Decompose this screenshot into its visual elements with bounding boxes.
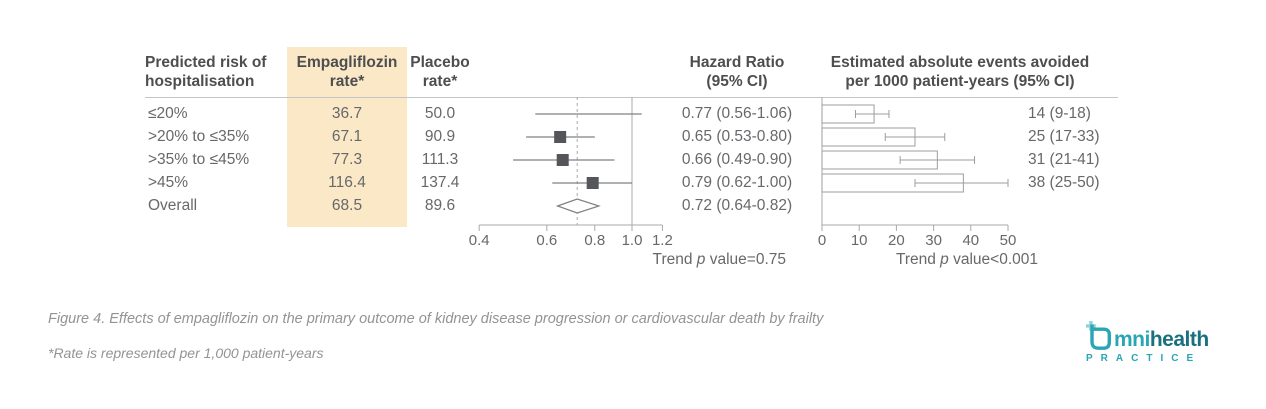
trend-prefix: Trend [895,251,941,268]
hazard-ratio-value: 0.65 (0.53-0.80) [681,128,793,145]
risk-label: >45% [148,174,189,191]
hazard-ratio-value: 0.79 (0.62-1.00) [681,174,793,191]
omnihealth-bubble-plus-icon [1086,321,1111,350]
placebo-rate-value: 137.4 [420,174,460,191]
column-header-hazard-ratio: Hazard Ratio (95% CI) [657,53,817,91]
placebo-rate-value: 111.3 [421,151,459,168]
column-header-events-avoided: Estimated absolute events avoided per 10… [812,53,1108,91]
column-header-risk-line2: hospitalisation [145,73,255,90]
bar-axis-tick-label: 20 [888,232,905,249]
bar-axis-tick-label: 40 [962,232,979,249]
bar-chart-trend-p-value: Trend p value<0.001 [838,251,1038,269]
column-header-empagliflozin-line2: rate* [329,73,365,90]
hazard-ratio-forest-plot: 0.4 0.6 0.8 1.0 1.2 [469,97,673,249]
hazard-ratio-value: 0.66 (0.49-0.90) [681,151,793,168]
trend-p-italic: p [940,251,949,268]
trend-suffix: value<0.001 [948,251,1038,268]
placebo-rate-value: 89.6 [424,197,456,214]
logo-text-omni: mni [1114,328,1150,351]
risk-label: Overall [148,197,198,214]
logo-wordmark: mni health [1086,321,1226,350]
hazard-ratio-square-marker [554,131,567,143]
column-header-risk-line1: Predicted risk of [145,54,267,71]
forest-axis-tick-label: 1.2 [652,232,673,249]
risk-label: >20% to ≤35% [148,128,250,145]
column-header-events-avoided-line2: per 1000 patient-years (95% CI) [845,73,1075,90]
empagliflozin-rate-value: 68.5 [331,197,363,214]
forest-axis-tick-label: 1.0 [622,232,643,249]
events-avoided-bar-chart: 0 10 20 30 40 50 [818,97,1017,249]
column-header-events-avoided-line1: Estimated absolute events avoided [830,54,1090,71]
column-header-hazard-ratio-line1: Hazard Ratio [689,54,785,71]
hazard-ratio-square-marker [586,177,599,189]
figure-caption: Figure 4. Effects of empagliflozin on th… [48,311,824,327]
empagliflozin-rate-value: 116.4 [328,174,366,191]
forest-axis-tick-label: 0.4 [469,232,490,249]
bar-axis-tick-label: 30 [925,232,942,249]
forest-axis-tick-label: 0.8 [584,232,605,249]
bar-axis-tick-label: 50 [1000,232,1017,249]
hazard-ratio-square-marker [556,154,569,166]
column-header-empagliflozin-line1: Empagliflozin [296,54,398,71]
events-avoided-value: 38 (25-50) [1028,174,1100,191]
bar-axis-tick-label: 0 [818,232,826,249]
bar-axis-tick-label: 10 [851,232,868,249]
empagliflozin-rate-value: 77.3 [331,151,363,168]
forest-axis-tick-label: 0.6 [536,232,557,249]
hazard-ratio-value: 0.72 (0.64-0.82) [681,197,793,214]
events-avoided-value: 14 (9-18) [1028,105,1091,122]
logo-text-health: health [1149,328,1209,351]
empagliflozin-rate-value: 36.7 [331,105,363,122]
risk-label: ≤20% [148,105,188,122]
hazard-ratio-value: 0.77 (0.56-1.06) [681,105,793,122]
rate-footnote: *Rate is represented per 1,000 patient-y… [48,345,324,361]
column-header-placebo-line2: rate* [422,73,458,90]
column-header-hazard-ratio-line2: (95% CI) [706,73,768,90]
forest-trend-p-value: Trend p value=0.75 [586,251,786,269]
empagliflozin-rate-value: 67.1 [331,128,363,145]
omnihealth-practice-logo: mni health PRACTICE [1086,321,1226,364]
placebo-rate-value: 90.9 [424,128,456,145]
risk-label: >35% to ≤45% [148,151,250,168]
placebo-rate-value: 50.0 [424,105,456,122]
overall-diamond [555,198,601,214]
trend-suffix: value=0.75 [705,251,786,268]
trend-prefix: Trend [652,251,697,268]
column-header-placebo-line1: Placebo [410,54,470,71]
column-header-risk: Predicted risk of hospitalisation [145,53,325,91]
events-avoided-value: 31 (21-41) [1028,151,1100,168]
column-header-placebo: Placebo rate* [380,53,500,91]
column-header-empagliflozin: Empagliflozin rate* [287,53,407,91]
trend-p-italic: p [696,251,706,268]
events-avoided-value: 25 (17-33) [1028,128,1100,145]
logo-tagline-practice: PRACTICE [1086,353,1202,364]
empagliflozin-column-highlight [287,47,407,227]
